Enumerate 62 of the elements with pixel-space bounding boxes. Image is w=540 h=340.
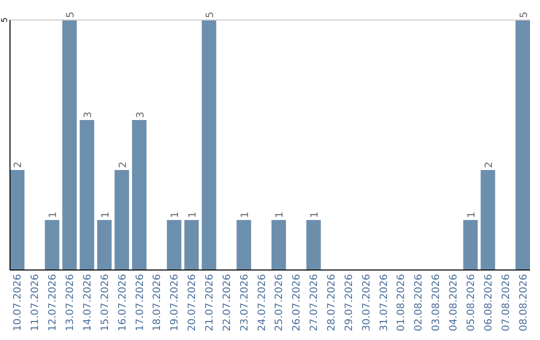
- x-tick-label: 24.07.2026: [256, 274, 268, 332]
- x-tick-label: 04.08.2026: [448, 274, 460, 332]
- data-label: 2: [118, 162, 129, 168]
- data-label: 5: [518, 12, 530, 18]
- x-tick-label: 29.07.2026: [344, 274, 355, 332]
- data-label: 2: [484, 162, 495, 168]
- x-tick-label: 20.07.2026: [187, 274, 198, 332]
- x-tick-label: 28.07.2026: [326, 274, 338, 332]
- x-tick-label: 22.07.2026: [222, 274, 233, 332]
- x-tick-label: 25.07.2026: [274, 274, 286, 332]
- data-label: 1: [100, 212, 112, 218]
- x-tick-label: 19.07.2026: [170, 274, 181, 332]
- x-tick-label: 17.07.2026: [134, 274, 146, 332]
- data-label: 3: [135, 112, 146, 118]
- x-tick-label: 16.07.2026: [117, 274, 128, 332]
- x-tick-label: 07.08.2026: [500, 274, 512, 332]
- data-label: 1: [188, 212, 199, 218]
- x-tick-label: 15.07.2026: [100, 274, 111, 332]
- x-tick-label: 03.08.2026: [431, 274, 442, 332]
- bar: [132, 120, 146, 270]
- bar: [480, 170, 496, 270]
- x-tick-label: 08.08.2026: [518, 274, 530, 332]
- x-tick-label: 14.07.2026: [82, 274, 94, 332]
- data-label: 5: [204, 12, 216, 18]
- x-tick-label: 30.07.2026: [361, 274, 372, 332]
- bar: [62, 20, 77, 270]
- x-tick-label: 26.07.2026: [292, 274, 303, 332]
- x-tick-label: 12.07.2026: [48, 274, 59, 332]
- x-tick-label: 06.08.2026: [483, 274, 494, 332]
- data-label: 1: [274, 212, 286, 218]
- bar: [463, 220, 478, 270]
- data-label: 5: [66, 12, 77, 18]
- data-label: 1: [466, 212, 478, 218]
- bar: [271, 220, 286, 270]
- bar: [202, 20, 216, 270]
- x-tick-label: 31.07.2026: [378, 274, 390, 332]
- data-label: 1: [48, 212, 60, 218]
- x-tick-label: 02.08.2026: [414, 274, 425, 332]
- bar: [114, 170, 130, 270]
- bar: [80, 120, 94, 270]
- bar: [184, 220, 199, 270]
- bar: [166, 220, 182, 270]
- x-tick-label: 18.07.2026: [152, 274, 164, 332]
- bar: [10, 170, 24, 270]
- x-tick-label: 10.07.2026: [12, 274, 24, 332]
- data-label: 2: [13, 162, 24, 168]
- x-tick-label: 13.07.2026: [65, 274, 76, 332]
- bar: [97, 220, 112, 270]
- bar: [306, 220, 321, 270]
- bar: [236, 220, 252, 270]
- bar: [516, 20, 530, 270]
- data-label: 1: [310, 212, 321, 218]
- bar: [44, 220, 60, 270]
- x-tick-label: 23.07.2026: [239, 274, 250, 332]
- x-tick-label: 21.07.2026: [204, 274, 216, 332]
- x-tick-label: 05.08.2026: [466, 274, 477, 332]
- data-label: 3: [82, 112, 94, 118]
- x-tick-label: 11.07.2026: [30, 274, 42, 332]
- data-label: 1: [170, 212, 182, 218]
- data-label: 1: [240, 212, 251, 218]
- x-tick-label: 01.08.2026: [396, 274, 408, 332]
- x-tick-label: 27.07.2026: [309, 274, 320, 332]
